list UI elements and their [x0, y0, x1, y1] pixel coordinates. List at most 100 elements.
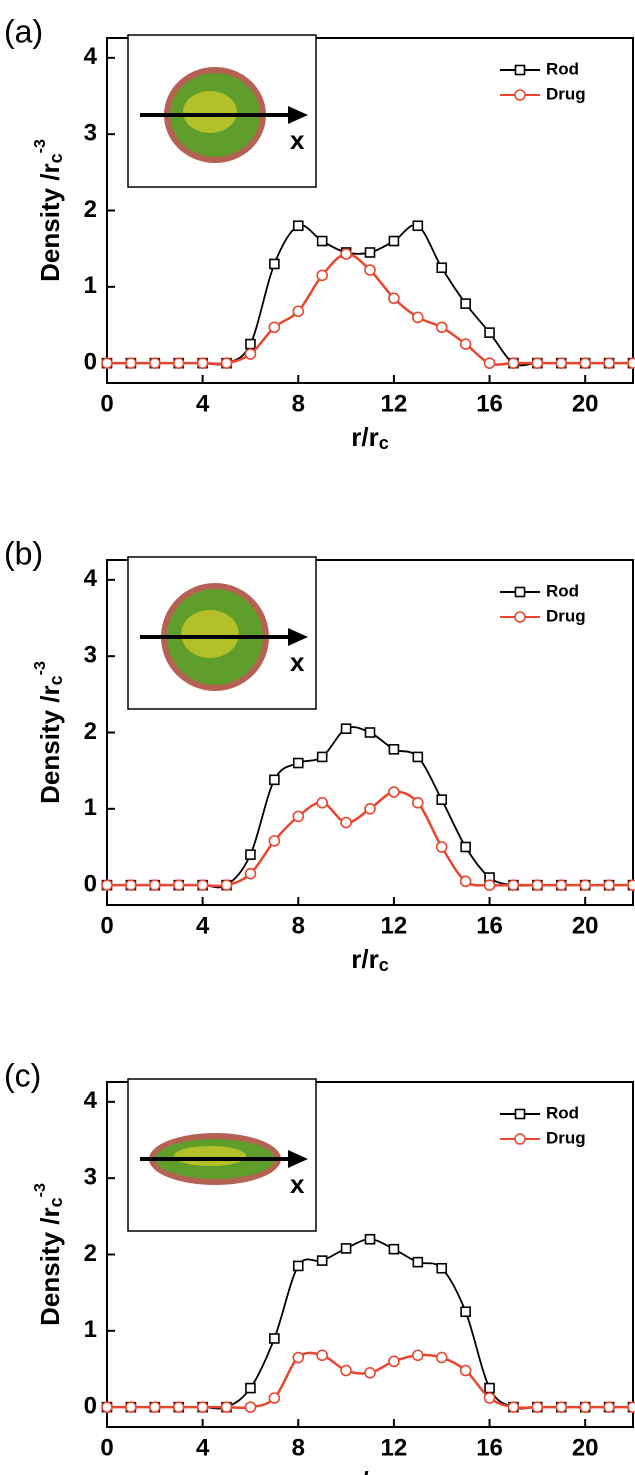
- series-line: [107, 1238, 633, 1410]
- marker: [364, 264, 376, 276]
- x-tick-label: 12: [381, 1434, 408, 1461]
- x-axis-label-text: r/r: [351, 422, 378, 452]
- marker: [627, 879, 635, 891]
- x-tick-label: 16: [476, 912, 503, 939]
- y-axis-label: Density /rc-3: [32, 1183, 66, 1326]
- y-axis-label-text: Density /r: [35, 1207, 65, 1326]
- x-tick-label: 0: [100, 390, 113, 417]
- marker: [196, 879, 209, 891]
- legend-marker: [514, 1108, 526, 1120]
- y-axis-label: Density /rc-3: [32, 139, 66, 282]
- marker: [412, 796, 424, 809]
- marker: [459, 1364, 472, 1377]
- marker: [388, 1355, 400, 1368]
- marker: [340, 1364, 352, 1377]
- marker: [507, 357, 520, 369]
- legend-marker: [514, 611, 526, 623]
- marker: [316, 751, 328, 763]
- x-tick-label: 4: [196, 1434, 210, 1461]
- marker: [149, 879, 161, 891]
- marker: [627, 357, 635, 369]
- y-tick-label: 1: [84, 794, 97, 821]
- marker: [220, 1401, 233, 1413]
- y-tick-label: 4: [84, 1087, 98, 1114]
- marker: [245, 849, 256, 860]
- marker: [316, 269, 328, 282]
- marker: [627, 1401, 635, 1413]
- legend-label: Rod: [546, 59, 579, 78]
- marker: [364, 803, 376, 815]
- marker: [269, 774, 280, 786]
- x-tick-label: 8: [292, 912, 305, 939]
- inset-label: x: [290, 125, 305, 155]
- x-tick-label: 16: [476, 390, 503, 417]
- inset-label: x: [290, 1169, 305, 1199]
- marker: [244, 1401, 257, 1413]
- marker: [101, 357, 113, 369]
- y-axis-label-sub: c: [46, 1197, 66, 1207]
- marker: [436, 262, 448, 274]
- marker: [245, 338, 256, 350]
- x-tick-label: 20: [572, 1434, 599, 1461]
- y-axis-label-sup: -3: [32, 1183, 49, 1197]
- marker: [125, 879, 137, 891]
- marker: [388, 1243, 400, 1255]
- x-tick-label: 8: [292, 390, 305, 417]
- marker: [459, 875, 472, 888]
- marker: [292, 220, 304, 232]
- marker: [507, 879, 520, 891]
- inset-label: x: [290, 647, 305, 677]
- inset-blob-highlight: [174, 1146, 246, 1166]
- legend-label: Drug: [546, 1128, 586, 1147]
- marker: [388, 786, 400, 798]
- marker: [196, 357, 209, 369]
- marker: [579, 1401, 591, 1413]
- marker: [101, 879, 113, 891]
- legend-marker: [514, 64, 526, 76]
- x-tick-label: 16: [476, 1434, 503, 1461]
- y-axis-label-sub: c: [46, 675, 66, 685]
- y-tick-label: 2: [84, 196, 97, 223]
- marker: [388, 292, 400, 305]
- marker: [292, 1351, 305, 1364]
- x-tick-label: 4: [196, 912, 210, 939]
- marker: [460, 841, 471, 853]
- marker: [603, 357, 615, 369]
- marker: [125, 1401, 137, 1413]
- marker: [435, 841, 448, 853]
- marker: [483, 357, 496, 369]
- y-axis-label: Density /rc-3: [32, 661, 66, 804]
- marker: [388, 235, 400, 247]
- legend-label: Drug: [546, 606, 586, 625]
- marker: [484, 1382, 495, 1394]
- legend-marker: [514, 586, 526, 598]
- panel-label: (a): [4, 13, 43, 49]
- marker: [292, 810, 305, 823]
- y-tick-label: 3: [84, 120, 97, 147]
- marker: [412, 751, 424, 763]
- legend-label: Rod: [546, 581, 579, 600]
- y-tick-label: 0: [84, 870, 97, 897]
- y-tick-label: 3: [84, 1164, 97, 1191]
- marker: [435, 321, 448, 334]
- y-tick-label: 2: [84, 718, 97, 745]
- y-tick-label: 2: [84, 1240, 97, 1267]
- panel-label: (c): [4, 1057, 41, 1093]
- marker: [483, 1392, 496, 1404]
- inset-blob-highlight: [181, 610, 239, 658]
- y-tick-label: 0: [84, 348, 97, 375]
- marker: [101, 1401, 113, 1413]
- marker: [555, 879, 568, 891]
- x-tick-label: 0: [100, 912, 113, 939]
- marker: [507, 1401, 520, 1413]
- legend-marker: [514, 1133, 526, 1145]
- marker: [436, 1262, 448, 1274]
- marker: [412, 311, 424, 324]
- marker: [340, 816, 352, 829]
- marker: [555, 1401, 568, 1413]
- x-tick-label: 8: [292, 1434, 305, 1461]
- marker: [579, 879, 591, 891]
